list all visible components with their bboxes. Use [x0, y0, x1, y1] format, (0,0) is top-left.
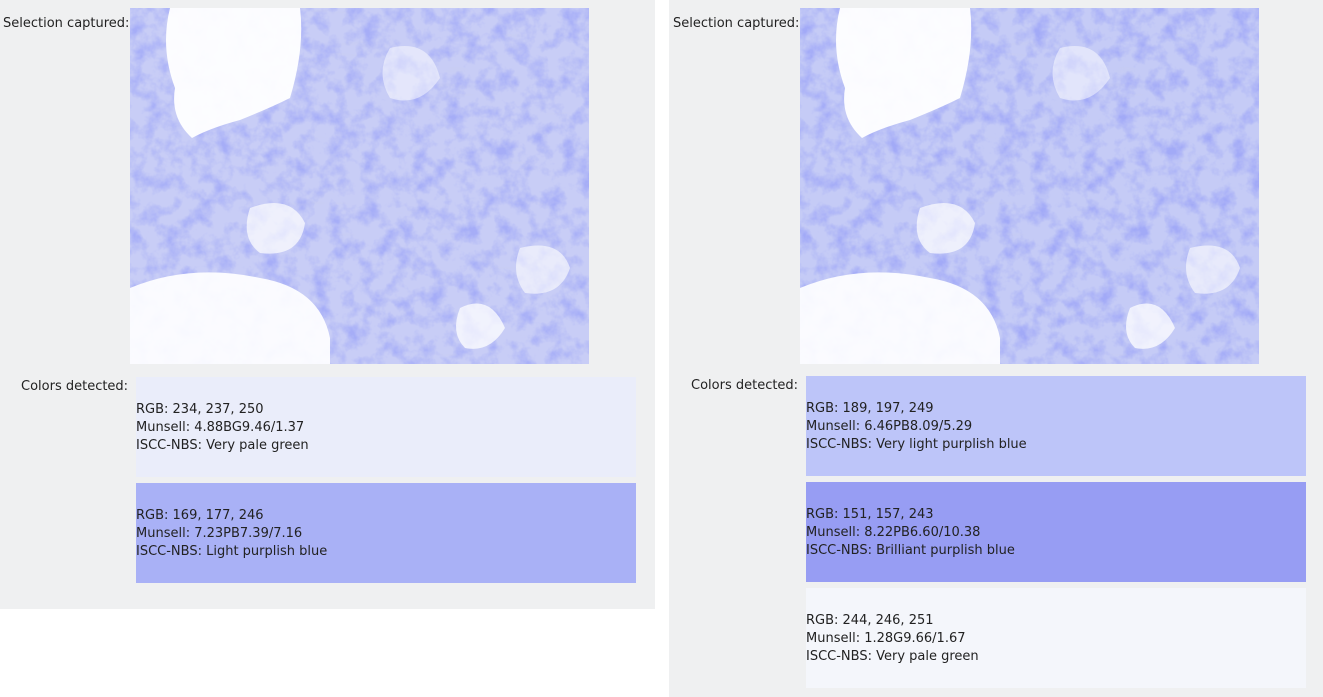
- color-swatch-1: RGB: 189, 197, 249 Munsell: 6.46PB8.09/5…: [806, 376, 1306, 476]
- swatch-rgb: RGB: 169, 177, 246: [136, 508, 264, 523]
- swatch-rgb: RGB: 151, 157, 243: [806, 507, 934, 522]
- swatch-iscc: ISCC-NBS: Very pale green: [806, 649, 979, 664]
- texture-image: [800, 8, 1259, 364]
- color-swatch-1: RGB: 234, 237, 250 Munsell: 4.88BG9.46/1…: [136, 377, 636, 477]
- swatch-munsell: Munsell: 4.88BG9.46/1.37: [136, 420, 305, 435]
- swatch-iscc: ISCC-NBS: Light purplish blue: [136, 544, 328, 559]
- colors-detected-label: Colors detected:: [21, 379, 129, 394]
- swatch-iscc: ISCC-NBS: Very light purplish blue: [806, 437, 1027, 452]
- swatch-munsell: Munsell: 8.22PB6.60/10.38: [806, 525, 981, 540]
- swatch-munsell: Munsell: 6.46PB8.09/5.29: [806, 419, 973, 434]
- swatch-iscc: ISCC-NBS: Brilliant purplish blue: [806, 543, 1015, 558]
- swatch-rgb: RGB: 244, 246, 251: [806, 613, 934, 628]
- swatch-munsell: Munsell: 1.28G9.66/1.67: [806, 631, 966, 646]
- color-swatch-2: RGB: 169, 177, 246 Munsell: 7.23PB7.39/7…: [136, 483, 636, 583]
- swatch-munsell: Munsell: 7.23PB7.39/7.16: [136, 526, 303, 541]
- swatch-rgb: RGB: 234, 237, 250: [136, 402, 264, 417]
- color-panel-left: Selection captured: Colo: [0, 0, 655, 609]
- swatch-rgb: RGB: 189, 197, 249: [806, 401, 934, 416]
- color-swatch-2: RGB: 151, 157, 243 Munsell: 8.22PB6.60/1…: [806, 482, 1306, 582]
- captured-selection-image: [130, 8, 589, 364]
- colors-detected-label: Colors detected:: [691, 378, 799, 393]
- selection-captured-label: Selection captured:: [3, 16, 130, 31]
- captured-selection-image: [800, 8, 1259, 364]
- selection-captured-label: Selection captured:: [673, 16, 800, 31]
- color-panel-right: Selection captured: Colo: [669, 0, 1323, 697]
- texture-image: [130, 8, 589, 364]
- color-swatch-3: RGB: 244, 246, 251 Munsell: 1.28G9.66/1.…: [806, 588, 1306, 688]
- swatch-iscc: ISCC-NBS: Very pale green: [136, 438, 309, 453]
